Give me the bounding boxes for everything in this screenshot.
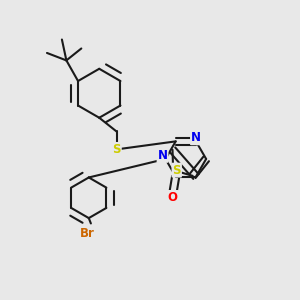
Text: N: N bbox=[158, 149, 167, 162]
Text: N: N bbox=[191, 131, 201, 144]
Text: S: S bbox=[172, 164, 181, 177]
Text: O: O bbox=[168, 191, 178, 204]
Text: Br: Br bbox=[80, 226, 95, 239]
Text: S: S bbox=[112, 143, 121, 156]
